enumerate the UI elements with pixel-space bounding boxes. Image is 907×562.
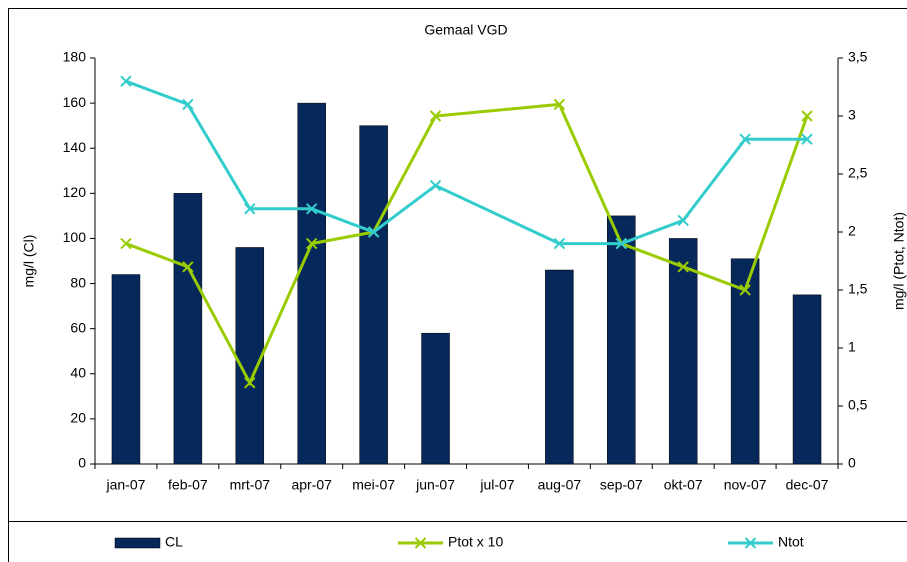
marker xyxy=(739,133,751,145)
bar xyxy=(607,215,636,465)
marker xyxy=(182,261,194,273)
y2-tick-label: 1 xyxy=(848,339,856,355)
y2-axis-label: mg/l (Ptot, Ntot) xyxy=(891,212,907,310)
y-tick-label: 180 xyxy=(63,49,87,65)
marker xyxy=(182,98,194,111)
marker xyxy=(801,110,813,122)
bar xyxy=(235,247,265,465)
y-axis-label: mg/l (Cl) xyxy=(21,235,37,288)
marker xyxy=(429,110,442,122)
bar xyxy=(792,294,822,465)
x-tick-label: apr-07 xyxy=(291,477,332,493)
line xyxy=(125,102,809,387)
bar xyxy=(297,102,326,465)
y-tick-label: 40 xyxy=(70,364,86,380)
bar xyxy=(359,125,388,465)
chart-title: Gemaal VGD xyxy=(424,22,507,38)
x-tick-label: mrt-07 xyxy=(230,477,271,493)
y-tick-label: 100 xyxy=(63,229,87,245)
y-tick-label: 140 xyxy=(63,139,87,155)
bar xyxy=(173,193,203,465)
marker xyxy=(429,179,442,192)
x-tick-label: dec-07 xyxy=(786,477,829,493)
y2-tick-label: 2,5 xyxy=(848,165,868,181)
marker xyxy=(677,261,689,273)
y-tick-label: 20 xyxy=(70,410,86,426)
legend-label: Ptot x 10 xyxy=(448,534,503,550)
marker xyxy=(306,203,318,215)
marker xyxy=(801,133,813,145)
legend-label: Ntot xyxy=(778,534,804,550)
y2-tick-label: 1,5 xyxy=(848,281,868,297)
marker xyxy=(120,237,132,250)
y-tick-label: 80 xyxy=(70,274,86,290)
y2-tick-label: 0,5 xyxy=(848,397,868,413)
legend-label: CL xyxy=(165,534,183,550)
marker xyxy=(739,284,751,296)
legend-swatch xyxy=(114,537,161,549)
marker xyxy=(244,377,256,389)
marker xyxy=(553,237,566,250)
bar xyxy=(730,258,760,465)
y-tick-label: 120 xyxy=(63,184,87,200)
bar xyxy=(421,332,450,465)
marker xyxy=(306,237,318,250)
y2-tick-label: 0 xyxy=(848,455,856,471)
y-tick-label: 0 xyxy=(78,455,86,471)
x-tick-label: jun-07 xyxy=(415,477,455,493)
x-tick-label: mei-07 xyxy=(352,477,395,493)
marker xyxy=(367,226,380,238)
marker xyxy=(553,98,566,111)
marker xyxy=(120,75,132,87)
legend-marker xyxy=(744,537,757,549)
marker xyxy=(244,203,256,215)
y2-tick-label: 3,5 xyxy=(848,49,868,65)
bar xyxy=(111,274,141,465)
x-tick-label: okt-07 xyxy=(664,477,703,493)
y2-tick-label: 3 xyxy=(848,107,856,123)
line xyxy=(125,79,808,246)
marker xyxy=(615,237,627,250)
y-tick-label: 60 xyxy=(70,319,86,335)
y-tick-label: 160 xyxy=(63,94,87,110)
x-tick-label: jan-07 xyxy=(105,477,145,493)
x-tick-label: sep-07 xyxy=(600,477,643,493)
bar xyxy=(545,269,574,465)
x-tick-label: feb-07 xyxy=(168,477,208,493)
bar xyxy=(668,238,698,465)
legend-marker xyxy=(414,537,427,549)
x-tick-label: aug-07 xyxy=(538,477,582,493)
x-tick-label: jul-07 xyxy=(479,477,514,493)
y2-tick-label: 2 xyxy=(848,223,856,239)
marker xyxy=(677,214,689,227)
x-tick-label: nov-07 xyxy=(724,477,767,493)
